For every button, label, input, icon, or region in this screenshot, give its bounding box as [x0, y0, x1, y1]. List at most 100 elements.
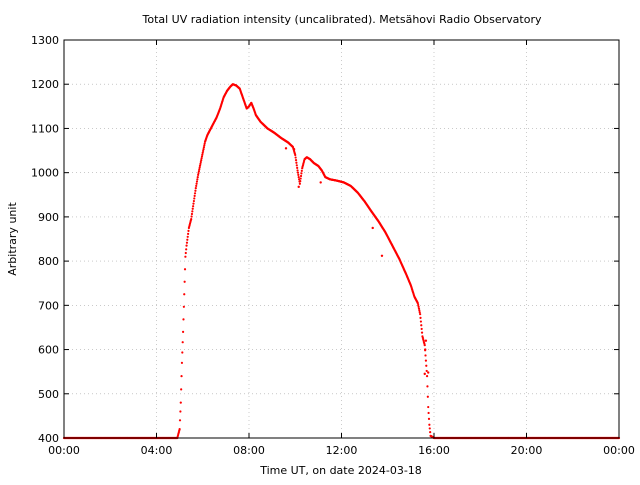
data-point	[195, 184, 198, 188]
data-point	[199, 162, 202, 165]
data-point	[426, 395, 429, 398]
data-point	[420, 324, 423, 327]
data-point	[417, 305, 420, 308]
data-point	[180, 374, 183, 378]
data-point	[294, 156, 297, 159]
outlier-point	[423, 372, 426, 376]
data-point	[416, 302, 419, 305]
data-point	[423, 344, 426, 347]
data-point	[420, 327, 423, 331]
data-point	[299, 177, 302, 180]
data-point	[294, 159, 298, 162]
x-tick-label: 20:00	[511, 444, 543, 457]
y-tick-label: 1100	[31, 122, 59, 135]
data-point	[184, 255, 187, 258]
outlier-point	[424, 339, 428, 342]
x-axis-ticks: 00:00 04:00 08:00 12:00 16:00 20:00 00:00	[48, 40, 635, 457]
data-point	[201, 153, 204, 156]
x-tick-label: 00:00	[603, 444, 635, 457]
x-tick-label: 04:00	[141, 444, 173, 457]
data-point	[295, 164, 298, 167]
data-point	[419, 313, 422, 316]
data-point	[300, 169, 303, 172]
data-point	[193, 197, 196, 200]
data-point	[425, 374, 429, 378]
y-tick-label: 1200	[31, 78, 59, 91]
data-point	[202, 146, 206, 149]
data-point	[202, 147, 205, 151]
chart-title: Total UV radiation intensity (uncalibrat…	[142, 13, 542, 26]
data-point	[193, 194, 196, 197]
data-point	[194, 187, 197, 190]
data-point	[201, 151, 204, 154]
data-point	[185, 248, 188, 251]
data-point	[183, 268, 187, 271]
data-point	[296, 166, 299, 169]
data-point	[425, 364, 428, 367]
data-point	[185, 241, 189, 244]
data-point	[196, 175, 199, 179]
data-point	[186, 235, 189, 238]
data-point	[192, 199, 195, 203]
data-point	[182, 305, 185, 308]
data-point	[429, 431, 432, 434]
outlier-point	[297, 185, 300, 189]
y-tick-label: 1000	[31, 167, 59, 180]
y-axis-ticks: 400 500 600 700 800 900 1000 1100 1200 1300	[31, 34, 619, 445]
outlier-point	[319, 181, 322, 184]
data-point	[295, 161, 298, 164]
data-point	[198, 168, 201, 171]
outlier-point	[292, 148, 296, 151]
data-point	[192, 205, 195, 208]
data-point	[426, 385, 429, 388]
data-point	[198, 164, 202, 167]
y-tick-label: 600	[38, 344, 59, 357]
data-point	[180, 361, 184, 364]
data-point	[180, 388, 183, 391]
data-point	[203, 142, 206, 145]
data-point	[427, 417, 431, 420]
y-tick-label: 700	[38, 299, 59, 312]
data-point	[190, 218, 193, 221]
data-point	[428, 423, 431, 426]
data-point	[300, 172, 303, 175]
data-point	[417, 303, 420, 307]
data-point	[196, 178, 199, 181]
data-point	[200, 155, 204, 158]
x-tick-label: 16:00	[418, 444, 450, 457]
data-point	[424, 354, 427, 357]
data-point	[194, 189, 197, 192]
data-point	[417, 307, 421, 310]
x-tick-label: 12:00	[326, 444, 358, 457]
data-point	[179, 410, 182, 413]
data-point	[191, 207, 194, 210]
data-point	[296, 171, 300, 174]
y-tick-label: 900	[38, 211, 59, 224]
data-point	[183, 293, 186, 296]
data-point	[424, 359, 428, 362]
outlier-point	[380, 254, 384, 257]
plot-frame	[63, 39, 620, 439]
data-point	[178, 419, 182, 422]
data-point	[418, 309, 421, 312]
data-point	[191, 210, 194, 213]
x-axis-label: Time UT, on date 2024-03-18	[259, 464, 422, 477]
data-point	[190, 215, 193, 218]
data-point	[427, 405, 430, 409]
data-point	[186, 238, 189, 241]
grid-lines	[64, 40, 619, 438]
data-point	[193, 192, 197, 195]
data-point	[202, 149, 205, 153]
data-point	[418, 311, 421, 314]
data-point	[192, 202, 195, 205]
data-point	[419, 316, 422, 319]
data-point	[184, 251, 187, 255]
outlier-point	[284, 147, 288, 150]
y-tick-label: 500	[38, 388, 59, 401]
data-point	[187, 229, 190, 232]
y-tick-label: 800	[38, 255, 59, 268]
data-point	[298, 182, 301, 185]
data-point	[197, 173, 200, 176]
data-point	[296, 169, 299, 172]
y-axis-label: Arbitrary unit	[6, 202, 19, 276]
